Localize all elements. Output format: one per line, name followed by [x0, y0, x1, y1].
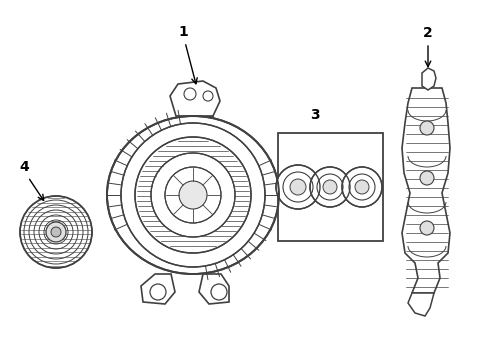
Polygon shape — [278, 133, 383, 241]
Circle shape — [211, 284, 227, 300]
Polygon shape — [141, 274, 175, 304]
Circle shape — [135, 137, 251, 253]
Circle shape — [420, 171, 434, 185]
Text: 2: 2 — [423, 26, 433, 40]
Ellipse shape — [107, 116, 279, 274]
Circle shape — [290, 179, 306, 195]
Circle shape — [179, 181, 207, 209]
Circle shape — [121, 123, 265, 267]
Circle shape — [420, 121, 434, 135]
Polygon shape — [422, 68, 436, 90]
Circle shape — [310, 167, 350, 207]
Text: 1: 1 — [178, 25, 188, 39]
Circle shape — [51, 227, 61, 237]
Circle shape — [323, 180, 337, 194]
Circle shape — [420, 221, 434, 235]
Circle shape — [355, 180, 369, 194]
Polygon shape — [199, 274, 229, 304]
Circle shape — [342, 167, 382, 207]
Circle shape — [184, 88, 196, 100]
Circle shape — [20, 196, 92, 268]
Polygon shape — [402, 88, 450, 293]
Circle shape — [276, 165, 320, 209]
Text: 3: 3 — [310, 108, 320, 122]
Circle shape — [46, 222, 66, 242]
Text: 4: 4 — [19, 160, 29, 174]
Circle shape — [165, 167, 221, 223]
Circle shape — [150, 284, 166, 300]
Polygon shape — [408, 293, 434, 316]
Polygon shape — [170, 81, 220, 116]
Circle shape — [203, 91, 213, 101]
Circle shape — [151, 153, 235, 237]
